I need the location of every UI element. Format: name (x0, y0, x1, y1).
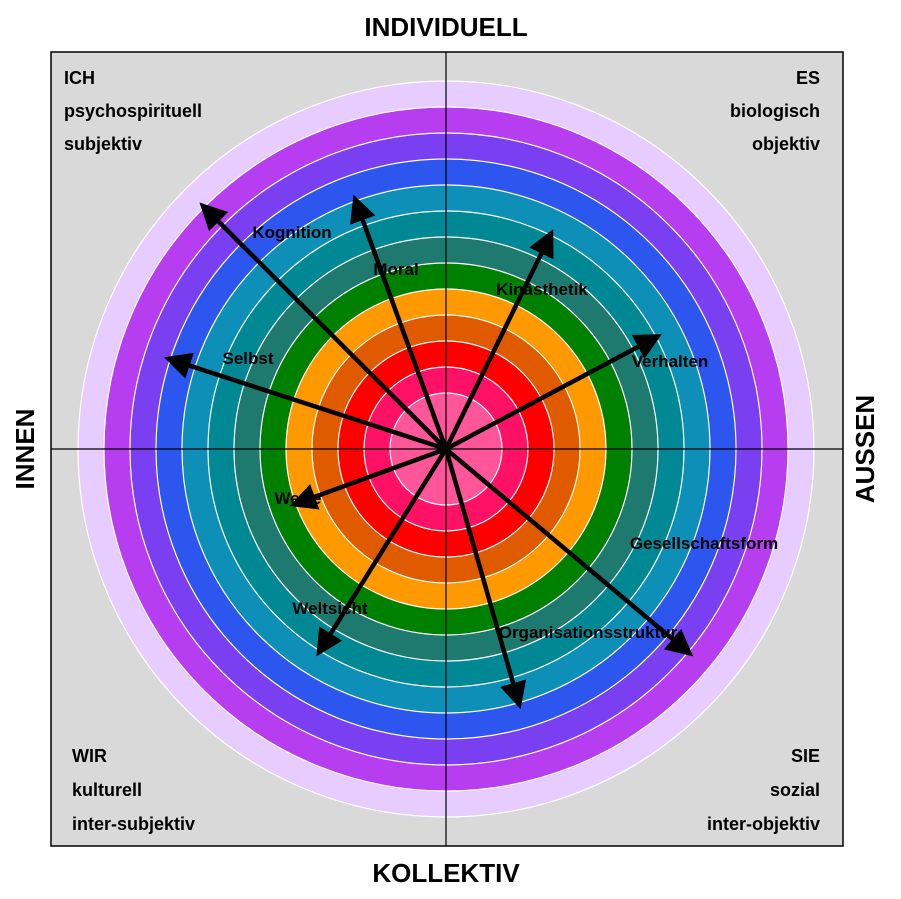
development-lines (163, 194, 694, 710)
arrow-verhalten (444, 334, 662, 451)
arrow-kognition (199, 202, 448, 451)
arrow-weltsicht (316, 447, 448, 657)
quadrant-label-top-right: ES biologisch objektiv (730, 68, 820, 154)
label-selbst: Selbst (222, 349, 273, 368)
label-kognition: Kognition (252, 223, 331, 242)
axis-title-top: INDIVIDUELL (364, 12, 527, 42)
quadrant-tl-line-1: ICH (64, 68, 95, 88)
quadrant-tr-line-3: objektiv (752, 134, 820, 154)
arrow-moral (350, 194, 449, 450)
quadrant-bl-line-3: inter-subjektiv (72, 814, 195, 834)
axis-title-bottom: KOLLEKTIV (372, 858, 520, 888)
quadrant-bl-line-2: kulturell (72, 780, 142, 800)
axis-title-left: INNEN (10, 409, 40, 490)
label-werte: Werte (275, 489, 322, 508)
quadrant-tl-line-2: psychospirituell (64, 101, 202, 121)
label-kinaesthetik: Kinästhetik (496, 280, 588, 299)
axis-title-right: AUSSEN (850, 395, 880, 503)
label-moral: Moral (373, 260, 418, 279)
label-verhalten: Verhalten (632, 352, 709, 371)
quadrant-bl-line-1: WIR (72, 746, 107, 766)
quadrant-label-bottom-right: SIE sozial inter-objektiv (707, 746, 820, 834)
arrow-kinästhetik (443, 229, 554, 450)
quadrant-label-bottom-left: WIR kulturell inter-subjektiv (72, 746, 195, 834)
label-weltsicht: Weltsicht (292, 599, 368, 618)
quadrant-label-top-left: ICH psychospirituell subjektiv (64, 68, 202, 154)
line-labels: Kognition Moral Kinästhetik Verhalten Se… (222, 223, 778, 642)
label-organisationsstruktur: Organisationsstruktur (499, 623, 678, 642)
quadrant-tr-line-2: biologisch (730, 101, 820, 121)
quadrant-br-line-3: inter-objektiv (707, 814, 820, 834)
arrow-gesellschaftsform (444, 447, 694, 657)
label-gesellschaftsform: Gesellschaftsform (630, 534, 778, 553)
arrow-organisationsstruktur (443, 448, 527, 710)
quadrant-br-line-2: sozial (770, 780, 820, 800)
arrow-selbst (163, 352, 447, 452)
quadrant-tr-line-1: ES (796, 68, 820, 88)
quadrant-tl-line-3: subjektiv (64, 134, 142, 154)
quadrant-br-line-1: SIE (791, 746, 820, 766)
arrow-werte (289, 446, 447, 510)
